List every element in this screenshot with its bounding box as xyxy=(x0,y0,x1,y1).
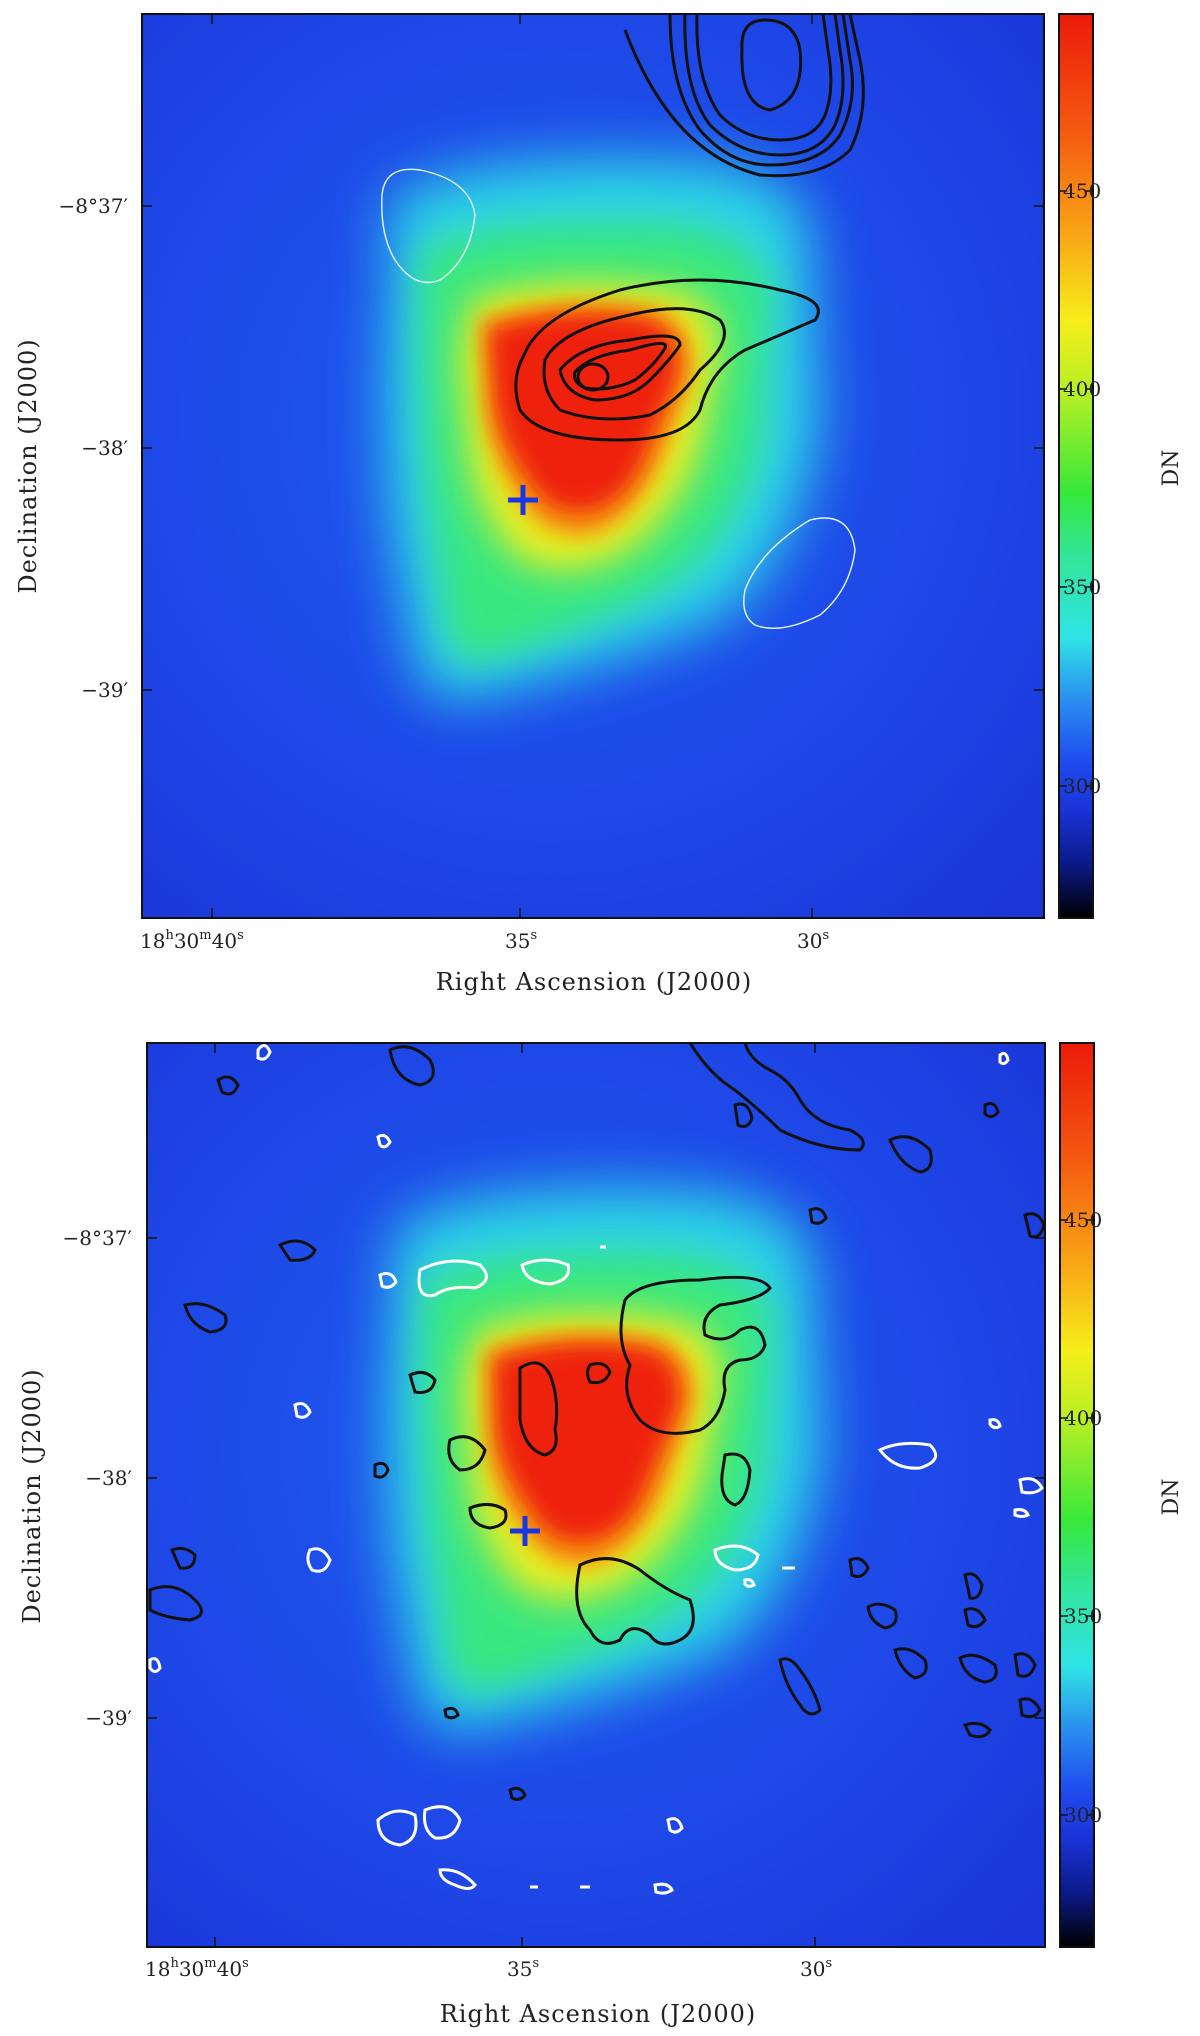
top-colorbar-tick-label: 300 xyxy=(1063,774,1101,798)
bottom-source-marker xyxy=(510,1516,540,1546)
bottom-colorbar-tick-label: 400 xyxy=(1064,1406,1102,1430)
top-colorbar-tick-label: 350 xyxy=(1063,575,1101,599)
bottom-contours-white xyxy=(148,1044,1044,1895)
top-x-tick-label-ra30: 30s xyxy=(797,928,829,953)
bottom-axes-frame xyxy=(146,1042,1046,1948)
bottom-x-axis-title: Right Ascension (J2000) xyxy=(440,2000,757,2028)
bottom-tick-marks xyxy=(147,1043,1045,1947)
bottom-x-tick-label-ra35: 35s xyxy=(507,1956,539,1981)
top-contours-white xyxy=(381,168,856,630)
bottom-contours-black xyxy=(148,1043,1045,1801)
top-tick-marks xyxy=(142,14,1044,918)
bottom-intensity-map xyxy=(147,1043,1045,1947)
bottom-y-axis-title: Declination (J2000) xyxy=(18,1368,46,1623)
top-y-tick-label: −38′ xyxy=(81,436,128,460)
bottom-panel: −8°37′ −38′ −39′ 18h30m40s 35s 30s Right… xyxy=(18,1042,1184,2028)
bottom-y-tick-label: −39′ xyxy=(85,1706,132,1730)
bottom-x-tick-label-ra40: 18h30m40s xyxy=(145,1956,249,1981)
bottom-x-tick-label-ra30: 30s xyxy=(800,1956,832,1981)
bottom-y-tick-label: −8°37′ xyxy=(63,1226,133,1250)
top-y-tick-label: −39′ xyxy=(81,678,128,702)
bottom-colorbar-tick-label: 300 xyxy=(1064,1803,1102,1827)
bottom-y-tick-label: −38′ xyxy=(85,1466,132,1490)
top-x-tick-label-ra35: 35s xyxy=(505,928,537,953)
top-axes-frame xyxy=(141,13,1045,919)
bottom-y-tick-labels: −8°37′ −38′ −39′ xyxy=(63,1226,133,1730)
top-x-tick-labels: 18h30m40s 35s 30s xyxy=(140,928,829,953)
bottom-colorbar-tick-label: 350 xyxy=(1064,1604,1102,1628)
bottom-colorbar-tick-label: 450 xyxy=(1064,1208,1102,1232)
top-colorbar-tick-label: 450 xyxy=(1063,179,1101,203)
bottom-colorbar-title: DN xyxy=(1159,1479,1184,1516)
top-x-axis-title: Right Ascension (J2000) xyxy=(436,968,753,996)
top-colorbar: 300 350 400 450 DN xyxy=(1058,13,1184,919)
bottom-colorbar: 300 350 400 450 DN xyxy=(1059,1042,1184,1948)
top-colorbar-tick-label: 400 xyxy=(1063,377,1101,401)
top-contours-black xyxy=(514,14,865,442)
top-intensity-map xyxy=(142,14,1044,918)
top-y-tick-label: −8°37′ xyxy=(59,194,129,218)
top-panel: −8°37′ −38′ −39′ 18h30m40s 35s 30s Right… xyxy=(14,13,1184,996)
top-x-tick-label-ra40: 18h30m40s xyxy=(140,928,244,953)
top-y-axis-title: Declination (J2000) xyxy=(14,338,42,593)
top-colorbar-title: DN xyxy=(1159,450,1184,487)
top-y-tick-labels: −8°37′ −38′ −39′ xyxy=(59,194,129,702)
bottom-x-tick-labels: 18h30m40s 35s 30s xyxy=(145,1956,832,1981)
top-source-marker xyxy=(508,485,538,515)
